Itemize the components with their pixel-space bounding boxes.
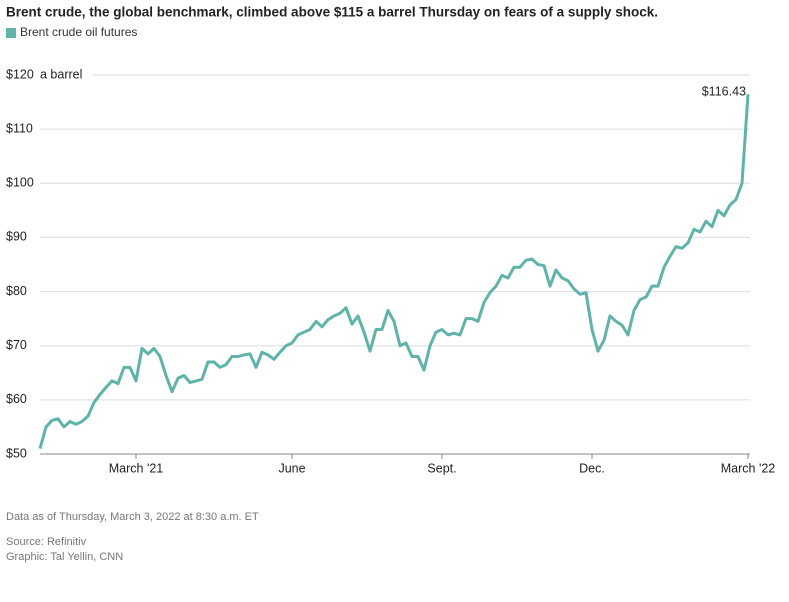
source: Source: Refinitiv	[6, 536, 87, 548]
y-tick-label: $80	[6, 284, 27, 298]
x-tick-label: June	[278, 461, 305, 475]
end-label: $116.43	[702, 84, 746, 98]
y-tick-label: $60	[6, 392, 27, 406]
x-tick-label: March '22	[721, 461, 776, 475]
y-unit-label: a barrel	[40, 67, 82, 81]
y-tick-label: $90	[6, 230, 27, 244]
credit: Graphic: Tal Yellin, CNN	[6, 551, 123, 563]
chart-title: Brent crude, the global benchmark, climb…	[6, 5, 658, 20]
y-tick-label: $120	[6, 67, 34, 81]
y-tick-label: $50	[6, 446, 27, 460]
legend-label: Brent crude oil futures	[20, 25, 137, 39]
y-tick-label: $70	[6, 338, 27, 352]
x-tick-label: Dec.	[579, 461, 605, 475]
x-tick-label: March '21	[109, 461, 164, 475]
x-tick-label: Sept.	[427, 461, 456, 475]
y-tick-label: $100	[6, 176, 34, 190]
line	[38, 94, 750, 449]
note: Data as of Thursday, March 3, 2022 at 8:…	[6, 511, 259, 523]
legend-swatch	[6, 28, 16, 38]
y-tick-label: $110	[6, 121, 33, 135]
